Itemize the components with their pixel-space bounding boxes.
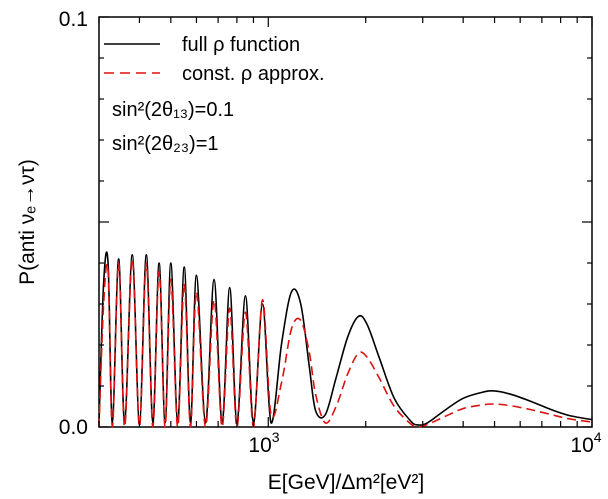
svg-text:103: 103 bbox=[248, 429, 279, 457]
plot-frame bbox=[98, 16, 593, 428]
legend-label-full: full ρ function bbox=[182, 34, 300, 56]
annotation-theta23: sin²(2θ₂₃)=1 bbox=[112, 133, 219, 155]
x-tick-label-1: 104 bbox=[570, 429, 601, 457]
x-tick-exp-1: 4 bbox=[594, 429, 602, 445]
x-tick-base-0: 10 bbox=[248, 434, 271, 457]
y-axis-title: P(anti νₑ→ντ) bbox=[16, 159, 39, 285]
y-tick-label-0: 0.0 bbox=[59, 416, 88, 439]
x-tick-exp-0: 3 bbox=[272, 429, 280, 445]
annotation-theta13: sin²(2θ₁₃)=0.1 bbox=[112, 99, 234, 121]
x-tick-label-0: 103 bbox=[248, 429, 279, 457]
legend-label-const: const. ρ approx. bbox=[182, 63, 325, 85]
legend: full ρ function const. ρ approx. bbox=[104, 34, 325, 85]
x-axis-title: E[GeV]/Δm²[eV²] bbox=[268, 471, 424, 494]
x-tick-base-1: 10 bbox=[570, 434, 593, 457]
y-tick-label-1: 0.1 bbox=[59, 8, 88, 31]
tick-layer bbox=[98, 16, 593, 428]
series-layer bbox=[98, 251, 593, 428]
svg-text:104: 104 bbox=[570, 429, 601, 457]
